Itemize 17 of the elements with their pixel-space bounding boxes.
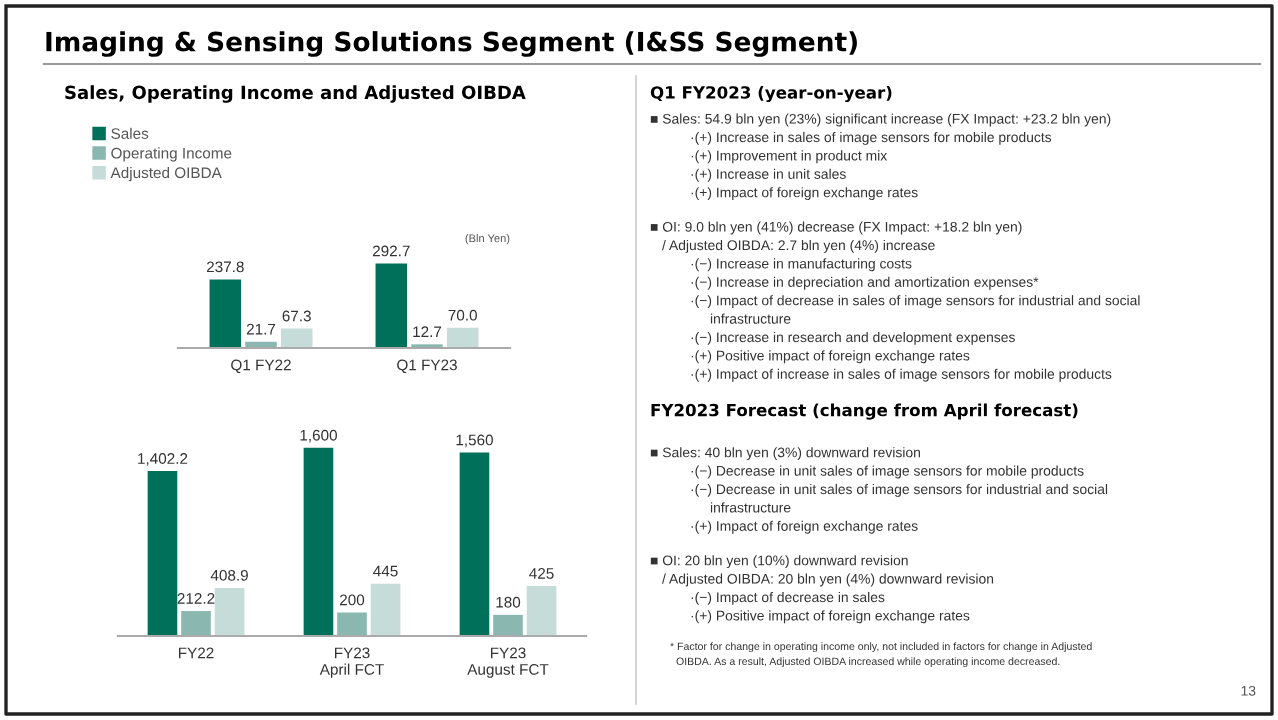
text: Q1 FY2023 (year-on-year): [650, 85, 892, 103]
bar: [493, 614, 523, 636]
bar: [446, 327, 479, 348]
bar: [181, 611, 211, 636]
bar: [209, 279, 242, 348]
bar: [214, 587, 245, 636]
bar: [280, 328, 313, 348]
chart-subtitle: Sales, Operating Income and Adjusted OIBDA: [65, 85, 526, 103]
bar: [375, 263, 408, 348]
bar: [526, 586, 557, 636]
bar: [459, 452, 490, 636]
bar: [147, 471, 178, 636]
bar: [303, 447, 334, 636]
bar: [370, 583, 401, 636]
text: FY2023 Forecast (change from April forecast): [651, 403, 1078, 420]
bar: [337, 612, 367, 636]
chart-title: Imaging & Sensing Solutions Segment (I&SS Segment): [46, 31, 857, 57]
